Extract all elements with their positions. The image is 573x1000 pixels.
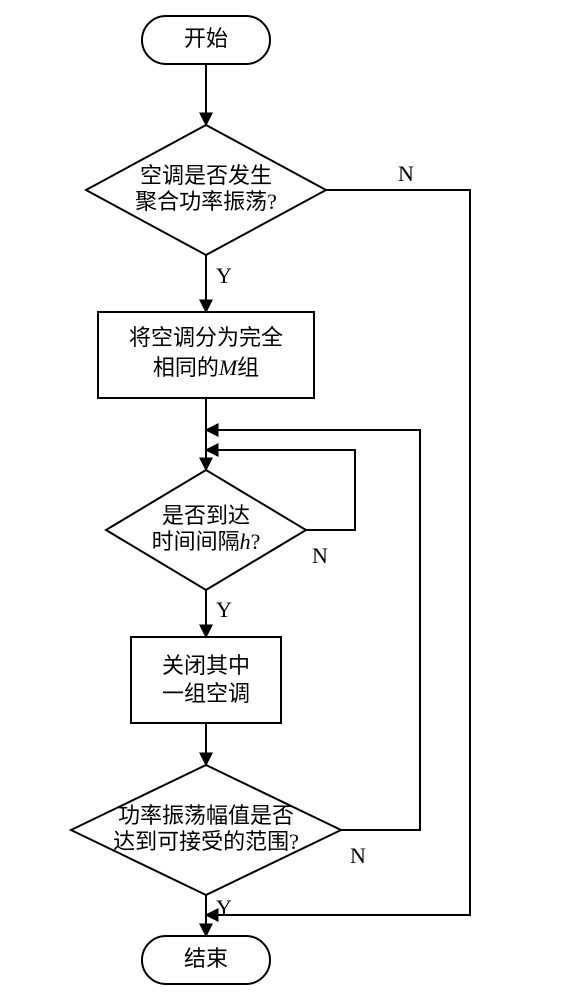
- d2-line2-b: ?: [251, 529, 261, 554]
- start-label: 开始: [184, 26, 228, 51]
- p2-line2: 一组空调: [162, 681, 250, 706]
- node-d1: 空调是否发生 聚合功率振荡?: [86, 125, 326, 255]
- p2-line1: 关闭其中: [162, 653, 250, 678]
- edge-d1-N-label: N: [398, 161, 414, 186]
- p1-line2-b: 组: [237, 355, 259, 380]
- edge-d2-N-label: N: [312, 543, 328, 568]
- p2-shape: [131, 637, 281, 723]
- d2-line1: 是否到达: [162, 503, 250, 528]
- edge-d3-N-label: N: [350, 843, 366, 868]
- node-start: 开始: [142, 16, 270, 64]
- d2-var-h: h: [240, 529, 251, 554]
- p1-line1: 将空调分为完全: [129, 325, 283, 350]
- edge-d3-end-label: Y: [216, 895, 232, 920]
- edge-d1-p1-label: Y: [216, 263, 232, 288]
- d1-line2: 聚合功率振荡?: [135, 189, 277, 214]
- node-d2: 是否到达 时间间隔h?: [106, 470, 306, 590]
- d2-line2-a: 时间间隔: [152, 529, 240, 554]
- node-p2: 关闭其中 一组空调: [131, 637, 281, 723]
- p1-line2-a: 相同的: [153, 355, 219, 380]
- d3-line2: 达到可接受的范围?: [113, 829, 299, 854]
- end-label: 结束: [184, 946, 228, 971]
- node-p1: 将空调分为完全 相同的M组: [98, 312, 314, 398]
- d3-line1: 功率振荡幅值是否: [118, 803, 294, 828]
- node-d3: 功率振荡幅值是否 达到可接受的范围?: [71, 765, 341, 895]
- p1-var-M: M: [218, 355, 239, 380]
- p1-line2: 相同的M组: [153, 355, 259, 380]
- edge-d2-p2-label: Y: [216, 597, 232, 622]
- d1-line1: 空调是否发生: [140, 163, 272, 188]
- d2-line2: 时间间隔h?: [152, 529, 261, 554]
- node-end: 结束: [142, 936, 270, 984]
